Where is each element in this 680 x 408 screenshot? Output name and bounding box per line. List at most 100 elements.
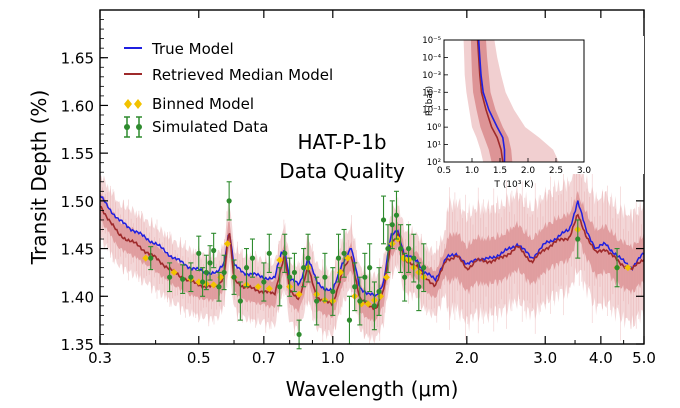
tp-median-line — [476, 39, 504, 163]
main-plot-frame — [99, 9, 645, 345]
data-point — [421, 243, 427, 293]
data-point — [575, 219, 581, 259]
plot-title: HAT-P-1b — [297, 130, 386, 154]
x-tick-label: 0.3 — [88, 349, 112, 367]
y-tick-label: 1.55 — [61, 145, 94, 163]
data-point — [203, 254, 209, 291]
legend: True Model Retrieved Median Model Binned… — [124, 40, 333, 138]
inset-y-tick-label: 10⁻³ — [422, 71, 441, 81]
y-axis-label: Transit Depth (%) — [27, 90, 51, 266]
plot-subtitle: Data Quality — [279, 159, 405, 183]
data-point — [148, 246, 154, 271]
legend-true-label: True Model — [151, 40, 234, 58]
binned-point — [344, 254, 352, 262]
inset-y-tick-label: 10² — [427, 158, 441, 168]
inset-x-tick-label: 1.0 — [465, 166, 480, 176]
data-point — [277, 267, 283, 307]
x-tick-label: 1.0 — [321, 349, 345, 367]
data-point — [352, 262, 358, 312]
data-point — [221, 254, 227, 291]
data-point — [398, 224, 404, 273]
data-point — [330, 267, 336, 316]
outer-uncertainty-band — [100, 157, 644, 344]
data-point — [406, 224, 412, 273]
data-point — [416, 262, 422, 312]
data-point — [402, 252, 408, 302]
inset-y-tick-label: 10⁻¹ — [422, 106, 441, 116]
inset-y-label: P (bar) — [425, 86, 435, 116]
binned-point — [142, 254, 150, 262]
data-point — [305, 233, 311, 283]
data-point — [200, 267, 206, 297]
data-point — [180, 264, 186, 294]
inset-x-tick-label: 2.0 — [521, 166, 536, 176]
data-point — [411, 233, 417, 283]
inset-y-tick-label: 10⁻² — [422, 88, 441, 98]
inset-x-tick-label: 0.5 — [437, 166, 451, 176]
data-point — [376, 267, 382, 316]
tp-profile-inset: 0.5 1.0 1.5 2.0 2.5 3.0 10⁻⁵10⁻⁴10⁻³10⁻²10⁻¹1… — [418, 36, 644, 190]
x-tick-label: 4.0 — [589, 349, 613, 367]
tp-true-line — [477, 39, 506, 162]
binned-point — [265, 285, 273, 293]
data-point — [367, 243, 373, 293]
data-point — [266, 233, 272, 273]
data-point — [196, 235, 202, 272]
inset-x-tick-label: 3.0 — [577, 166, 592, 176]
inset-x-ticks: 0.5 1.0 1.5 2.0 2.5 3.0 — [437, 158, 592, 176]
data-point — [380, 195, 387, 245]
inset-y-tick-label: 10⁻⁴ — [422, 53, 441, 63]
y-tick-label: 1.35 — [61, 336, 94, 354]
tp-lines-group — [476, 39, 506, 163]
data-point — [287, 257, 293, 297]
data-point — [322, 252, 328, 302]
data-point — [216, 271, 222, 302]
legend-data-label: Simulated Data — [152, 118, 268, 136]
y-tick-label: 1.45 — [61, 241, 94, 259]
data-point — [314, 276, 320, 326]
inset-frame — [443, 39, 585, 163]
inset-y-ticks: 10⁻⁵ 10⁻⁴ 10⁻³ 10⁻² 10⁻¹ 10⁰ 10¹ 10² — [422, 36, 448, 168]
binned-point — [210, 281, 218, 289]
binned-point — [276, 256, 284, 264]
data-point — [362, 252, 368, 302]
inner-uncertainty-band — [100, 191, 644, 323]
data-point — [301, 248, 307, 288]
binned-point — [223, 240, 231, 248]
binned-point — [254, 283, 262, 291]
data-point — [341, 228, 347, 278]
binned-point — [382, 273, 390, 281]
legend-median-label: Retrieved Median Model — [152, 66, 333, 84]
data-point — [237, 281, 243, 321]
data-point — [393, 190, 400, 240]
binned-point — [195, 278, 203, 286]
data-point — [231, 259, 237, 295]
inset-x-label: T (10³ K) — [493, 180, 533, 190]
inset-x-tick-label: 2.5 — [549, 166, 563, 176]
legend-data-marker — [124, 116, 142, 138]
binned-point — [295, 290, 303, 298]
data-point — [614, 248, 620, 288]
x-tick-label: 0.5 — [187, 349, 211, 367]
data-point — [167, 262, 173, 293]
x-axis-ticks: 0.3 0.5 0.7 1.0 2.0 3.0 4.0 5.0 — [88, 10, 656, 367]
binned-point — [624, 264, 632, 272]
y-tick-label: 1.50 — [61, 193, 94, 211]
legend-binned-marker — [124, 99, 142, 109]
data-point — [207, 245, 213, 281]
x-tick-label: 3.0 — [533, 349, 557, 367]
data-point — [385, 224, 391, 273]
inset-y-tick-label: 10⁰ — [427, 123, 442, 133]
inset-y-tick-label: 10¹ — [427, 141, 441, 151]
data-point — [249, 238, 256, 278]
data-point — [282, 233, 288, 273]
legend-binned-label: Binned Model — [152, 95, 254, 113]
data-point — [226, 181, 232, 221]
binned-point — [364, 300, 372, 308]
data-point — [389, 200, 395, 250]
x-tick-label: 0.7 — [252, 349, 276, 367]
x-tick-label: 5.0 — [632, 349, 656, 367]
inset-x-tick-label: 1.5 — [493, 166, 507, 176]
data-point — [371, 281, 377, 331]
